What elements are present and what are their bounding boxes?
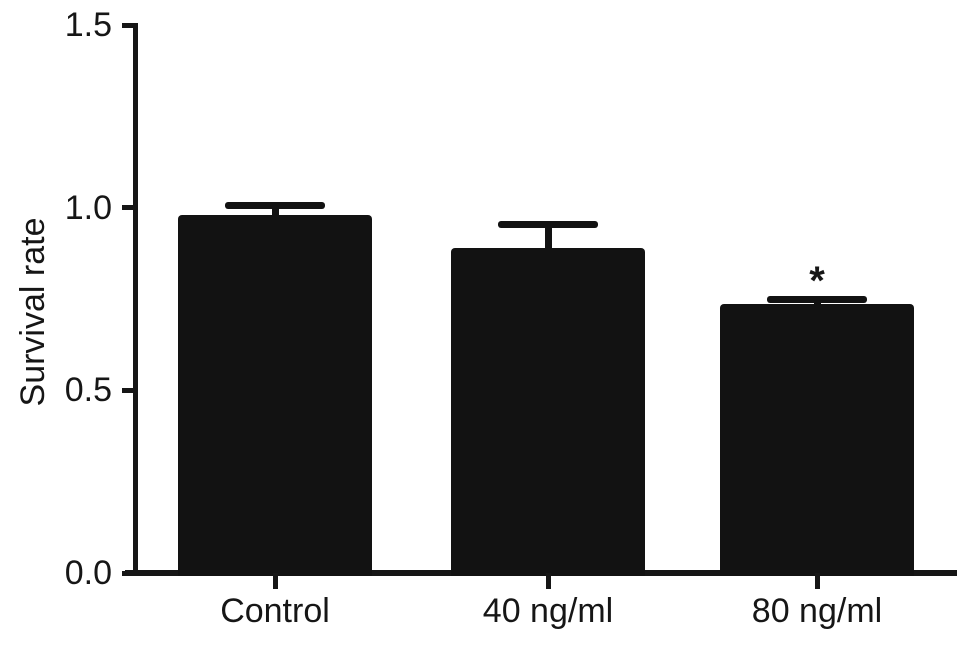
error-bar-cap: [498, 220, 598, 228]
y-axis-tick: [122, 387, 138, 393]
significance-marker: *: [809, 259, 825, 303]
x-axis-tick: [814, 573, 820, 589]
y-tick-label: 0.5: [64, 371, 112, 410]
y-tick-label: 1.5: [64, 6, 112, 44]
x-tick-label: 40 ng/ml: [482, 592, 614, 630]
x-tick-label: Control: [220, 592, 330, 630]
x-tick-label: 80 ng/ml: [751, 592, 883, 630]
bar-40-ng-ml: [451, 247, 645, 576]
x-axis-tick: [545, 573, 551, 589]
y-axis-tick: [122, 22, 138, 28]
y-tick-label: 1.0: [64, 188, 112, 227]
x-axis-tick: [272, 573, 278, 589]
error-bar-cap: [225, 202, 325, 210]
bar-control: [178, 214, 372, 576]
bar-80-ng-ml: [720, 304, 914, 576]
error-bar-cap: [767, 295, 867, 303]
error-bar-stem: [544, 224, 552, 254]
error-bar-stem: [271, 205, 279, 221]
y-axis-tick: [122, 205, 138, 211]
y-axis-line: [133, 25, 138, 573]
y-tick-label: 0.0: [64, 554, 112, 592]
y-axis-tick: [122, 570, 138, 576]
